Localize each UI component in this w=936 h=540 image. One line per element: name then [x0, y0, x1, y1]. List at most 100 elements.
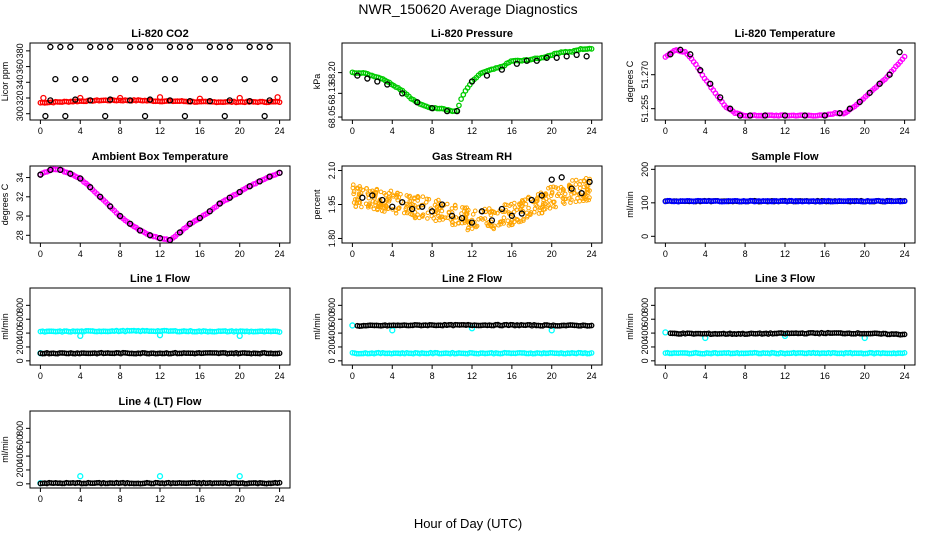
y-tick-label: 800	[15, 298, 25, 313]
data-point	[370, 199, 376, 204]
data-point	[573, 182, 579, 187]
data-point	[585, 187, 591, 193]
data-point	[57, 166, 64, 174]
x-tick-label: 0	[38, 249, 43, 259]
data-point	[846, 105, 853, 112]
x-tick-label: 12	[467, 371, 477, 381]
data-point	[206, 43, 213, 51]
data-point	[166, 43, 174, 51]
y-tick-label: 600	[640, 312, 650, 327]
data-point	[523, 57, 530, 64]
data-point	[393, 210, 399, 216]
data-point	[472, 208, 478, 214]
y-tick-label: 34	[15, 173, 25, 183]
data-point	[513, 60, 520, 67]
data-point	[226, 43, 233, 51]
data-point	[505, 218, 511, 224]
data-point	[40, 94, 47, 102]
data-point	[131, 75, 139, 83]
data-point	[548, 176, 555, 183]
data-point	[523, 201, 529, 207]
data-point	[458, 214, 466, 222]
data-point	[436, 197, 441, 203]
data-point	[87, 184, 94, 191]
data-point	[246, 183, 253, 190]
data-point	[428, 105, 436, 112]
x-tick-label: 12	[155, 249, 165, 259]
data-point	[390, 192, 396, 198]
data-point	[353, 204, 359, 209]
data-point	[573, 199, 579, 205]
data-point	[821, 112, 829, 119]
data-point	[351, 191, 356, 197]
data-point	[468, 78, 476, 85]
data-point	[47, 43, 54, 51]
data-point	[419, 213, 425, 218]
data-point	[587, 195, 592, 200]
data-point	[568, 200, 573, 205]
x-tick-label: 16	[507, 249, 517, 259]
x-tick-label: 8	[743, 371, 748, 381]
data-point	[256, 43, 263, 51]
data-point	[435, 207, 440, 213]
data-point	[206, 208, 213, 215]
data-point	[196, 95, 204, 102]
panel-title: Ambient Box Temperature	[92, 151, 229, 163]
data-point	[558, 174, 565, 181]
data-point	[459, 211, 464, 216]
data-point	[543, 54, 550, 61]
x-tick-label: 0	[38, 494, 43, 504]
x-tick-label: 20	[860, 126, 870, 136]
data-point	[156, 235, 164, 242]
y-tick-label: 200	[15, 462, 25, 477]
data-layer	[349, 45, 595, 115]
data-point	[548, 184, 553, 190]
data-point	[488, 224, 494, 229]
y-tick-label: 400	[327, 326, 337, 341]
y-tick-label: 1.80	[327, 230, 337, 248]
y-tick-label: 800	[15, 421, 25, 436]
panel-title: Line 3 Flow	[755, 273, 815, 285]
plot-frame	[29, 410, 291, 489]
data-point	[383, 192, 389, 198]
y-tick-label: 200	[640, 162, 650, 177]
data-layer	[37, 43, 283, 120]
data-point	[241, 75, 248, 83]
y-tick-label: 30	[15, 211, 25, 221]
data-point	[518, 210, 525, 217]
data-point	[102, 112, 109, 120]
data-point	[545, 204, 550, 209]
data-point	[512, 205, 518, 210]
panel-6: Line 1 Flow ml/min 0 4 8 12 16 20 24 0 20040060080…	[0, 273, 291, 381]
x-tick-label: 8	[118, 126, 123, 136]
y-tick-label: 600	[15, 435, 25, 450]
x-tick-label: 16	[195, 126, 205, 136]
data-point	[156, 332, 164, 339]
data-point	[585, 190, 591, 196]
data-point	[587, 176, 592, 182]
data-point	[276, 329, 283, 335]
x-tick-label: 8	[743, 249, 748, 259]
data-point	[82, 75, 89, 83]
x-tick-label: 4	[78, 249, 83, 259]
data-point	[662, 329, 669, 336]
data-point	[553, 185, 559, 190]
data-point	[549, 191, 555, 196]
data-point	[570, 178, 575, 183]
data-point	[896, 48, 903, 56]
x-axis-label: Hour of Day (UTC)	[413, 516, 523, 531]
data-point	[462, 220, 468, 225]
data-point	[274, 480, 281, 486]
data-point	[438, 201, 446, 208]
data-point	[586, 45, 593, 52]
data-point	[266, 173, 273, 180]
data-point	[470, 212, 476, 217]
x-tick-label: 4	[703, 126, 708, 136]
y-tick-label: 400	[15, 326, 25, 341]
data-point	[746, 112, 754, 119]
y-tick-label: 100	[640, 195, 650, 210]
data-point	[548, 193, 554, 198]
data-point	[423, 200, 429, 205]
y-axis-label: ml/min	[312, 313, 322, 340]
x-tick-label: 24	[587, 249, 597, 259]
